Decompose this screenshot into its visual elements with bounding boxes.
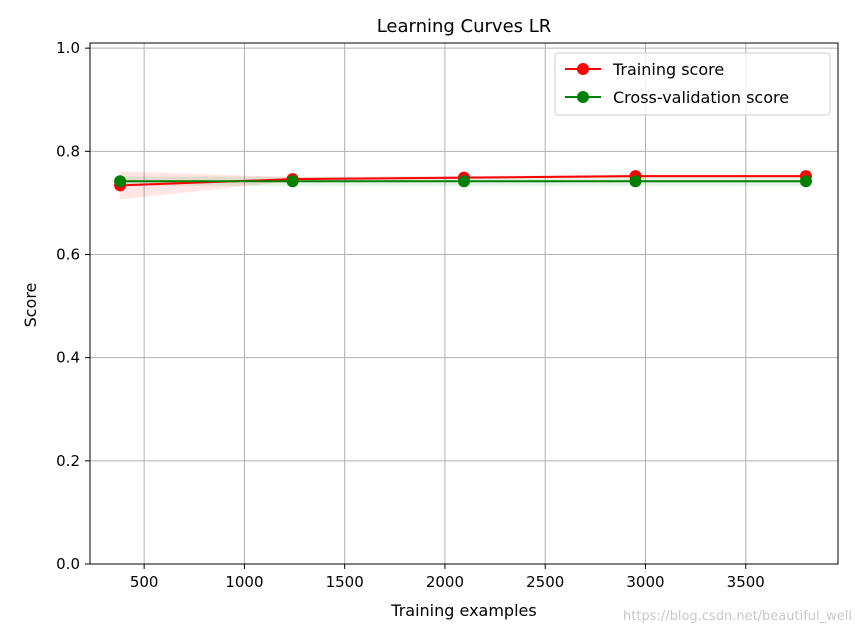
watermark: https://blog.csdn.net/beautiful_well <box>622 609 852 624</box>
y-axis-ticks: 0.0 0.2 0.4 0.6 0.8 1.0 <box>56 39 90 573</box>
x-tick-label-3: 2000 <box>426 573 464 591</box>
x-tick-label-1: 1000 <box>225 573 263 591</box>
point-series-1-3 <box>629 175 642 188</box>
point-series-1-2 <box>458 175 470 188</box>
point-series-1-0 <box>114 175 127 188</box>
point-series-1-4 <box>799 175 812 188</box>
x-tick-label-2: 1500 <box>326 573 364 591</box>
series-lines <box>114 170 812 192</box>
y-tick-label-0: 0.0 <box>56 555 80 573</box>
y-axis-label: Score <box>21 283 40 328</box>
plot-frame <box>89 42 839 565</box>
y-tick-label-4: 0.8 <box>56 142 80 160</box>
legend: Training score Cross-validation score <box>554 52 831 116</box>
legend-box <box>554 52 831 116</box>
chart-title: Learning Curves LR <box>377 16 552 37</box>
y-tick-label-2: 0.4 <box>56 349 80 367</box>
x-tick-label-6: 3500 <box>727 573 765 591</box>
legend-label-1: Cross-validation score <box>613 88 789 107</box>
legend-label-0: Training score <box>612 60 724 79</box>
x-axis-label: Training examples <box>390 601 536 620</box>
x-tick-label-4: 2500 <box>526 573 564 591</box>
x-tick-label-0: 500 <box>130 573 159 591</box>
y-tick-label-1: 0.2 <box>56 452 80 470</box>
y-tick-label-3: 0.6 <box>56 245 80 263</box>
legend-marker-0 <box>577 63 589 75</box>
point-series-1-1 <box>286 175 299 188</box>
x-axis-ticks: 500 1000 1500 2000 2500 3000 3500 <box>130 564 765 591</box>
y-tick-label-5: 1.0 <box>56 39 80 57</box>
x-tick-label-5: 3000 <box>626 573 664 591</box>
legend-marker-1 <box>577 91 589 103</box>
